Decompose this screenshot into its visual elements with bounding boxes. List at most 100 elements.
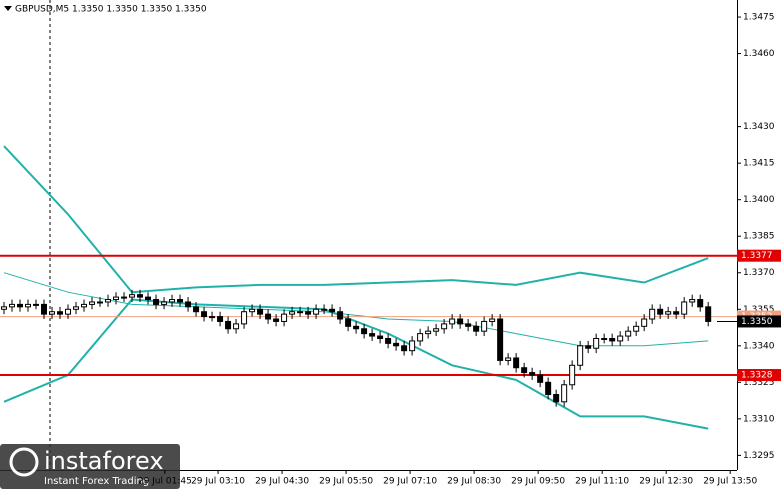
y-tick-label: 1.3460 <box>743 49 775 59</box>
candle-body <box>353 325 360 330</box>
candle-body <box>177 299 184 303</box>
candle-body <box>673 311 680 315</box>
candle-body <box>89 301 96 305</box>
y-tick-label: 1.3415 <box>743 159 775 169</box>
candle-body <box>489 318 496 322</box>
candle-body <box>209 316 216 319</box>
indicator-line <box>3 298 709 430</box>
candle-body <box>129 294 136 298</box>
candle-body <box>657 308 664 315</box>
y-tick-label: 1.3430 <box>743 122 775 132</box>
candle-body <box>185 301 192 308</box>
candle-body <box>529 372 536 376</box>
y-tick-label: 1.3340 <box>743 341 775 351</box>
candle-body <box>449 318 456 325</box>
watermark: instaforex Instant Forex Trading <box>0 444 180 489</box>
level-tag <box>737 369 781 382</box>
candle-body <box>425 330 432 335</box>
y-tick-label: 1.3385 <box>743 232 775 242</box>
candle-body <box>81 303 88 308</box>
candle-body <box>257 308 264 315</box>
candle-body <box>241 311 248 325</box>
candle-body <box>385 337 392 344</box>
candle-body <box>609 337 616 342</box>
menu-triangle <box>4 6 12 11</box>
candle-body <box>9 303 16 308</box>
candle-body <box>697 299 704 308</box>
last-price-label: 1.3350 <box>741 317 773 327</box>
candle-body <box>41 303 48 315</box>
candle-body <box>97 301 104 304</box>
candle-body <box>281 313 288 322</box>
candle-body <box>321 308 328 311</box>
candle-body <box>361 328 368 335</box>
y-tick-label: 1.3355 <box>743 305 775 315</box>
y-tick-label: 1.3310 <box>743 414 775 424</box>
indicator-line <box>3 145 709 294</box>
y-tick-label: 1.3475 <box>743 13 775 23</box>
candle-body <box>585 345 592 349</box>
candle-body <box>617 335 624 342</box>
x-tick-label: 29 Jul 12:30 <box>639 477 693 487</box>
watermark-box <box>0 444 180 489</box>
candle-body <box>625 330 632 337</box>
candle-body <box>265 313 272 320</box>
x-tick-label: 29 Jul 07:10 <box>383 477 437 487</box>
candle-body <box>201 311 208 318</box>
chart-title: GBPUSD,M5 1.3350 1.3350 1.3350 1.3350 <box>15 5 207 15</box>
candle-body <box>473 325 480 332</box>
candle-body <box>497 318 504 361</box>
candle-body <box>369 333 376 337</box>
candle-body <box>329 308 336 313</box>
candle-body <box>553 394 560 403</box>
candle-body <box>217 316 224 322</box>
candle-body <box>161 301 168 305</box>
candle-body <box>545 381 552 396</box>
candle-body <box>193 306 200 313</box>
level-label: 1.3328 <box>741 371 773 381</box>
level-tag <box>737 249 781 262</box>
candle-body <box>17 303 24 308</box>
candle-body <box>225 320 232 330</box>
candle-body <box>505 357 512 361</box>
candle-body <box>433 328 440 332</box>
candle-body <box>249 308 256 313</box>
candle-body <box>25 303 32 308</box>
candle-body <box>401 345 408 352</box>
x-tick-label: 29 Jul 03:10 <box>191 477 245 487</box>
x-tick-label: 29 Jul 08:30 <box>447 477 501 487</box>
candle-body <box>273 318 280 322</box>
candle-body <box>577 345 584 366</box>
candle-body <box>409 340 416 352</box>
y-tick-label: 1.3400 <box>743 195 775 205</box>
candle-body <box>169 299 176 303</box>
watermark-brand: instaforex <box>44 447 164 475</box>
candle-body <box>337 311 344 320</box>
x-tick-label: 29 Jul 09:50 <box>511 477 565 487</box>
candle-body <box>537 374 544 383</box>
y-tick-label: 1.3370 <box>743 268 775 278</box>
candle-body <box>441 323 448 330</box>
x-tick-label: 29 Jul 01:45 <box>138 477 192 487</box>
candle-body <box>233 323 240 330</box>
candle-body <box>649 308 656 320</box>
candle-body <box>49 311 56 315</box>
x-tick-label: 29 Jul 11:10 <box>575 477 629 487</box>
candle-body <box>313 308 320 315</box>
candle-body <box>569 364 576 386</box>
candle-body <box>65 308 72 315</box>
y-tick-label: 1.3325 <box>743 378 775 388</box>
candle-body <box>297 311 304 314</box>
candle-body <box>153 299 160 305</box>
candle-body <box>377 335 384 339</box>
plot-area <box>0 145 737 430</box>
candle-body <box>121 296 128 299</box>
candle-body <box>33 303 40 306</box>
candle-body <box>105 299 112 303</box>
watermark-logo <box>9 447 39 477</box>
candle-body <box>601 337 608 340</box>
candle-body <box>705 306 712 322</box>
candle-body <box>393 342 400 347</box>
candle-body <box>305 311 312 315</box>
